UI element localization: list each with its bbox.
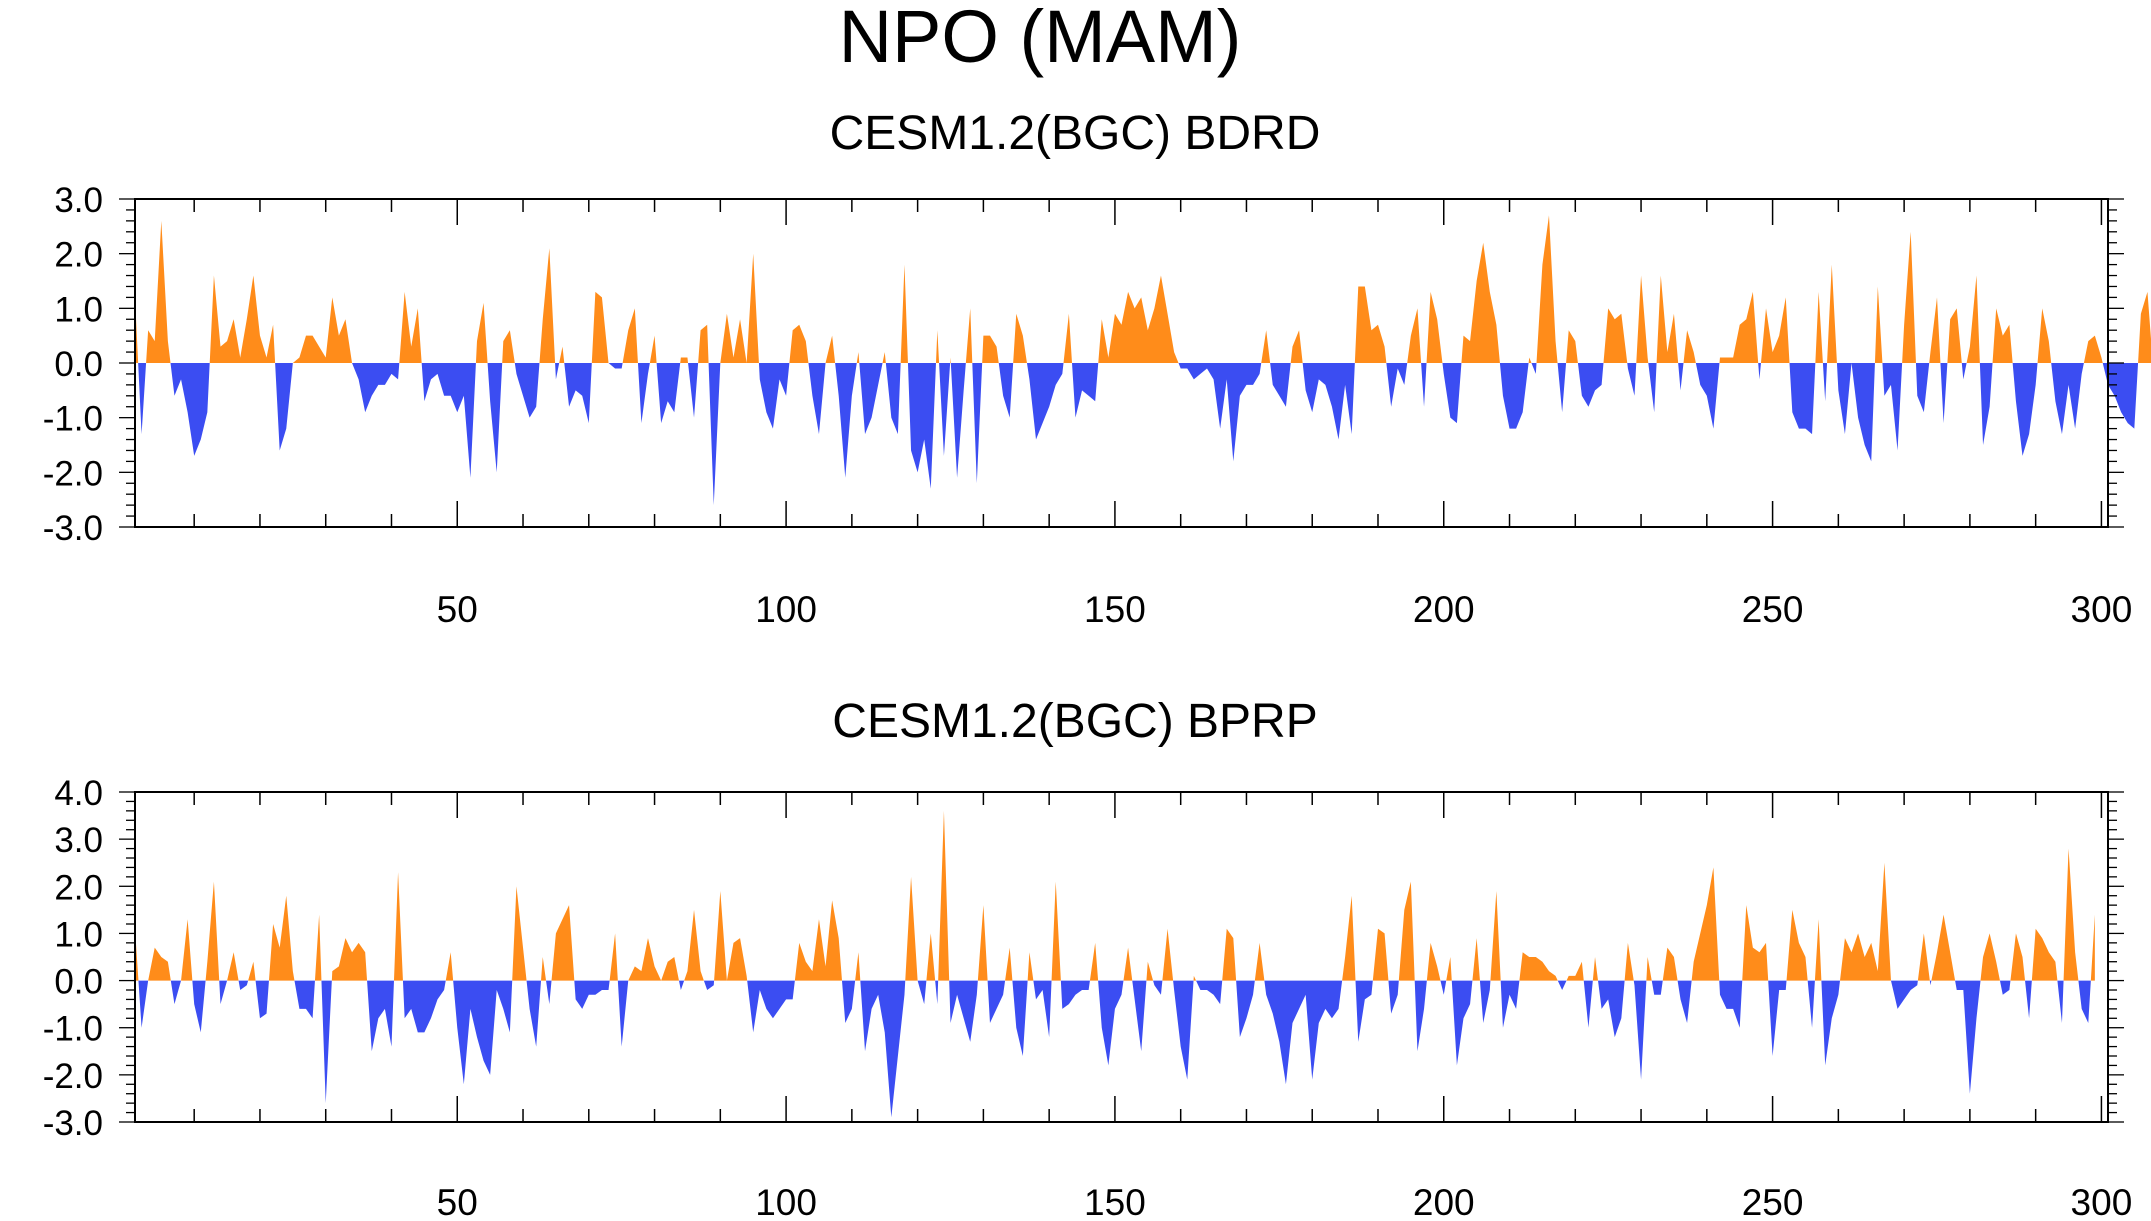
y-tick-label: 2.0 — [54, 236, 103, 275]
y-tick-label: -2.0 — [43, 1057, 103, 1096]
y-tick-label: -1.0 — [43, 1010, 103, 1049]
x-tick-label: 300 — [2071, 1182, 2133, 1221]
y-tick-label: 2.0 — [54, 868, 103, 907]
y-tick-label: -1.0 — [43, 400, 103, 439]
x-tick-label: 200 — [1413, 1182, 1475, 1221]
x-tick-label: 250 — [1742, 589, 1804, 630]
panel-title-bprp: CESM1.2(BGC) BPRP — [832, 695, 1317, 748]
y-tick-label: -3.0 — [43, 509, 103, 548]
area-fills-bdrd — [135, 215, 2151, 506]
x-tick-label: 150 — [1084, 1182, 1146, 1221]
axes-bprp: 50 100 150 200 250 300 -3.0 -2.0 -1.0 0.0 1.0 2.0 3.… — [43, 774, 2133, 1221]
axes-bdrd: 50 100 150 200 250 300 -3.0 -2.0 -1.0 0.0 1.0 2.0 3.… — [43, 181, 2133, 630]
x-tick-label: 200 — [1413, 589, 1475, 630]
x-tick-label: 50 — [437, 589, 478, 630]
x-tick-label: 250 — [1742, 1182, 1804, 1221]
figure-title: NPO (MAM) — [839, 0, 1242, 78]
negative-area-0 — [135, 363, 2151, 506]
y-tick-label: 1.0 — [54, 915, 103, 954]
x-tick-label: 50 — [437, 1182, 478, 1221]
y-tick-label: 0.0 — [54, 345, 103, 384]
y-tick-label: 4.0 — [54, 774, 103, 813]
y-tick-label: -3.0 — [43, 1104, 103, 1143]
negative-area-1 — [135, 980, 2095, 1118]
plot-frame — [134, 791, 2109, 1123]
y-tick-label: 0.0 — [54, 963, 103, 1002]
x-tick-label: 300 — [2071, 589, 2133, 630]
x-tick-label: 150 — [1084, 589, 1146, 630]
y-tick-label: 1.0 — [54, 290, 103, 329]
x-tick-label: 100 — [755, 589, 817, 630]
x-tick-label: 100 — [755, 1182, 817, 1221]
panel-bdrd: CESM1.2(BGC) BDRD 50 100 150 200 250 300 -3.0 -… — [43, 107, 2151, 630]
panel-bprp: CESM1.2(BGC) BPRP 50 100 150 200 250 300 -3.0 -… — [43, 695, 2133, 1221]
positive-area-1 — [135, 810, 2095, 981]
positive-area-0 — [135, 215, 2151, 363]
y-tick-label: 3.0 — [54, 181, 103, 220]
y-tick-label: 3.0 — [54, 821, 103, 860]
area-fills-bprp — [135, 810, 2095, 1118]
y-tick-label: -2.0 — [43, 454, 103, 493]
panel-title-bdrd: CESM1.2(BGC) BDRD — [830, 107, 1321, 160]
